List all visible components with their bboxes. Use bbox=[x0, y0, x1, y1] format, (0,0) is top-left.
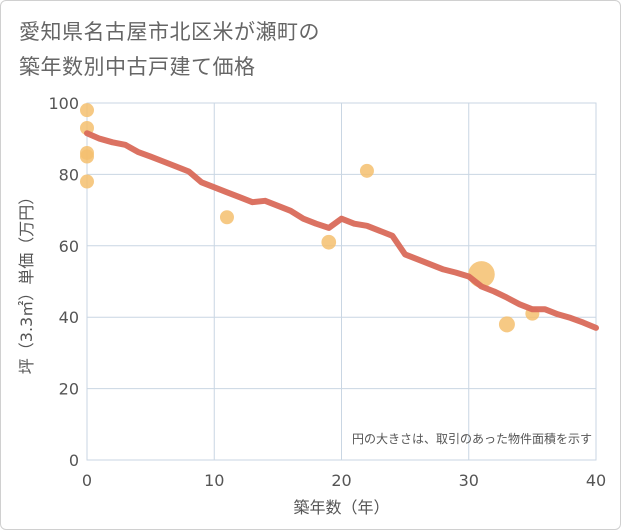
y-tick-label: 40 bbox=[59, 308, 79, 327]
chart-title: 愛知県名古屋市北区米が瀬町の 築年数別中古戸建て価格 bbox=[19, 15, 320, 85]
scatter-point bbox=[80, 174, 94, 189]
scatter-point bbox=[80, 120, 94, 135]
x-tick-label: 0 bbox=[82, 471, 92, 490]
x-tick-label: 20 bbox=[331, 471, 351, 490]
scatter-point bbox=[359, 163, 374, 178]
trend-line bbox=[84, 130, 599, 331]
y-axis-label: 坪（3.3㎡）単価（万円） bbox=[17, 189, 36, 374]
x-tick-label: 30 bbox=[459, 471, 479, 490]
x-tick-label: 10 bbox=[204, 471, 224, 490]
x-axis-label: 築年数（年） bbox=[293, 498, 389, 517]
chart-title-line-1: 愛知県名古屋市北区米が瀬町の bbox=[19, 20, 320, 44]
scatter-point bbox=[321, 234, 337, 250]
chart-title-line-2: 築年数別中古戸建て価格 bbox=[19, 55, 256, 79]
y-tick-label: 80 bbox=[59, 165, 79, 184]
scatter-point bbox=[80, 149, 94, 164]
y-tick-label: 20 bbox=[59, 380, 79, 399]
y-tick-label: 0 bbox=[69, 451, 79, 470]
scatter-point bbox=[498, 316, 515, 333]
scatter-point bbox=[80, 103, 94, 118]
y-tick-label: 100 bbox=[48, 94, 79, 113]
x-tick-label: 40 bbox=[586, 471, 606, 490]
y-tick-label: 60 bbox=[59, 237, 79, 256]
scatter-point bbox=[219, 210, 234, 225]
size-annotation: 円の大きさは、取引のあった物件面積を示す bbox=[352, 431, 592, 446]
